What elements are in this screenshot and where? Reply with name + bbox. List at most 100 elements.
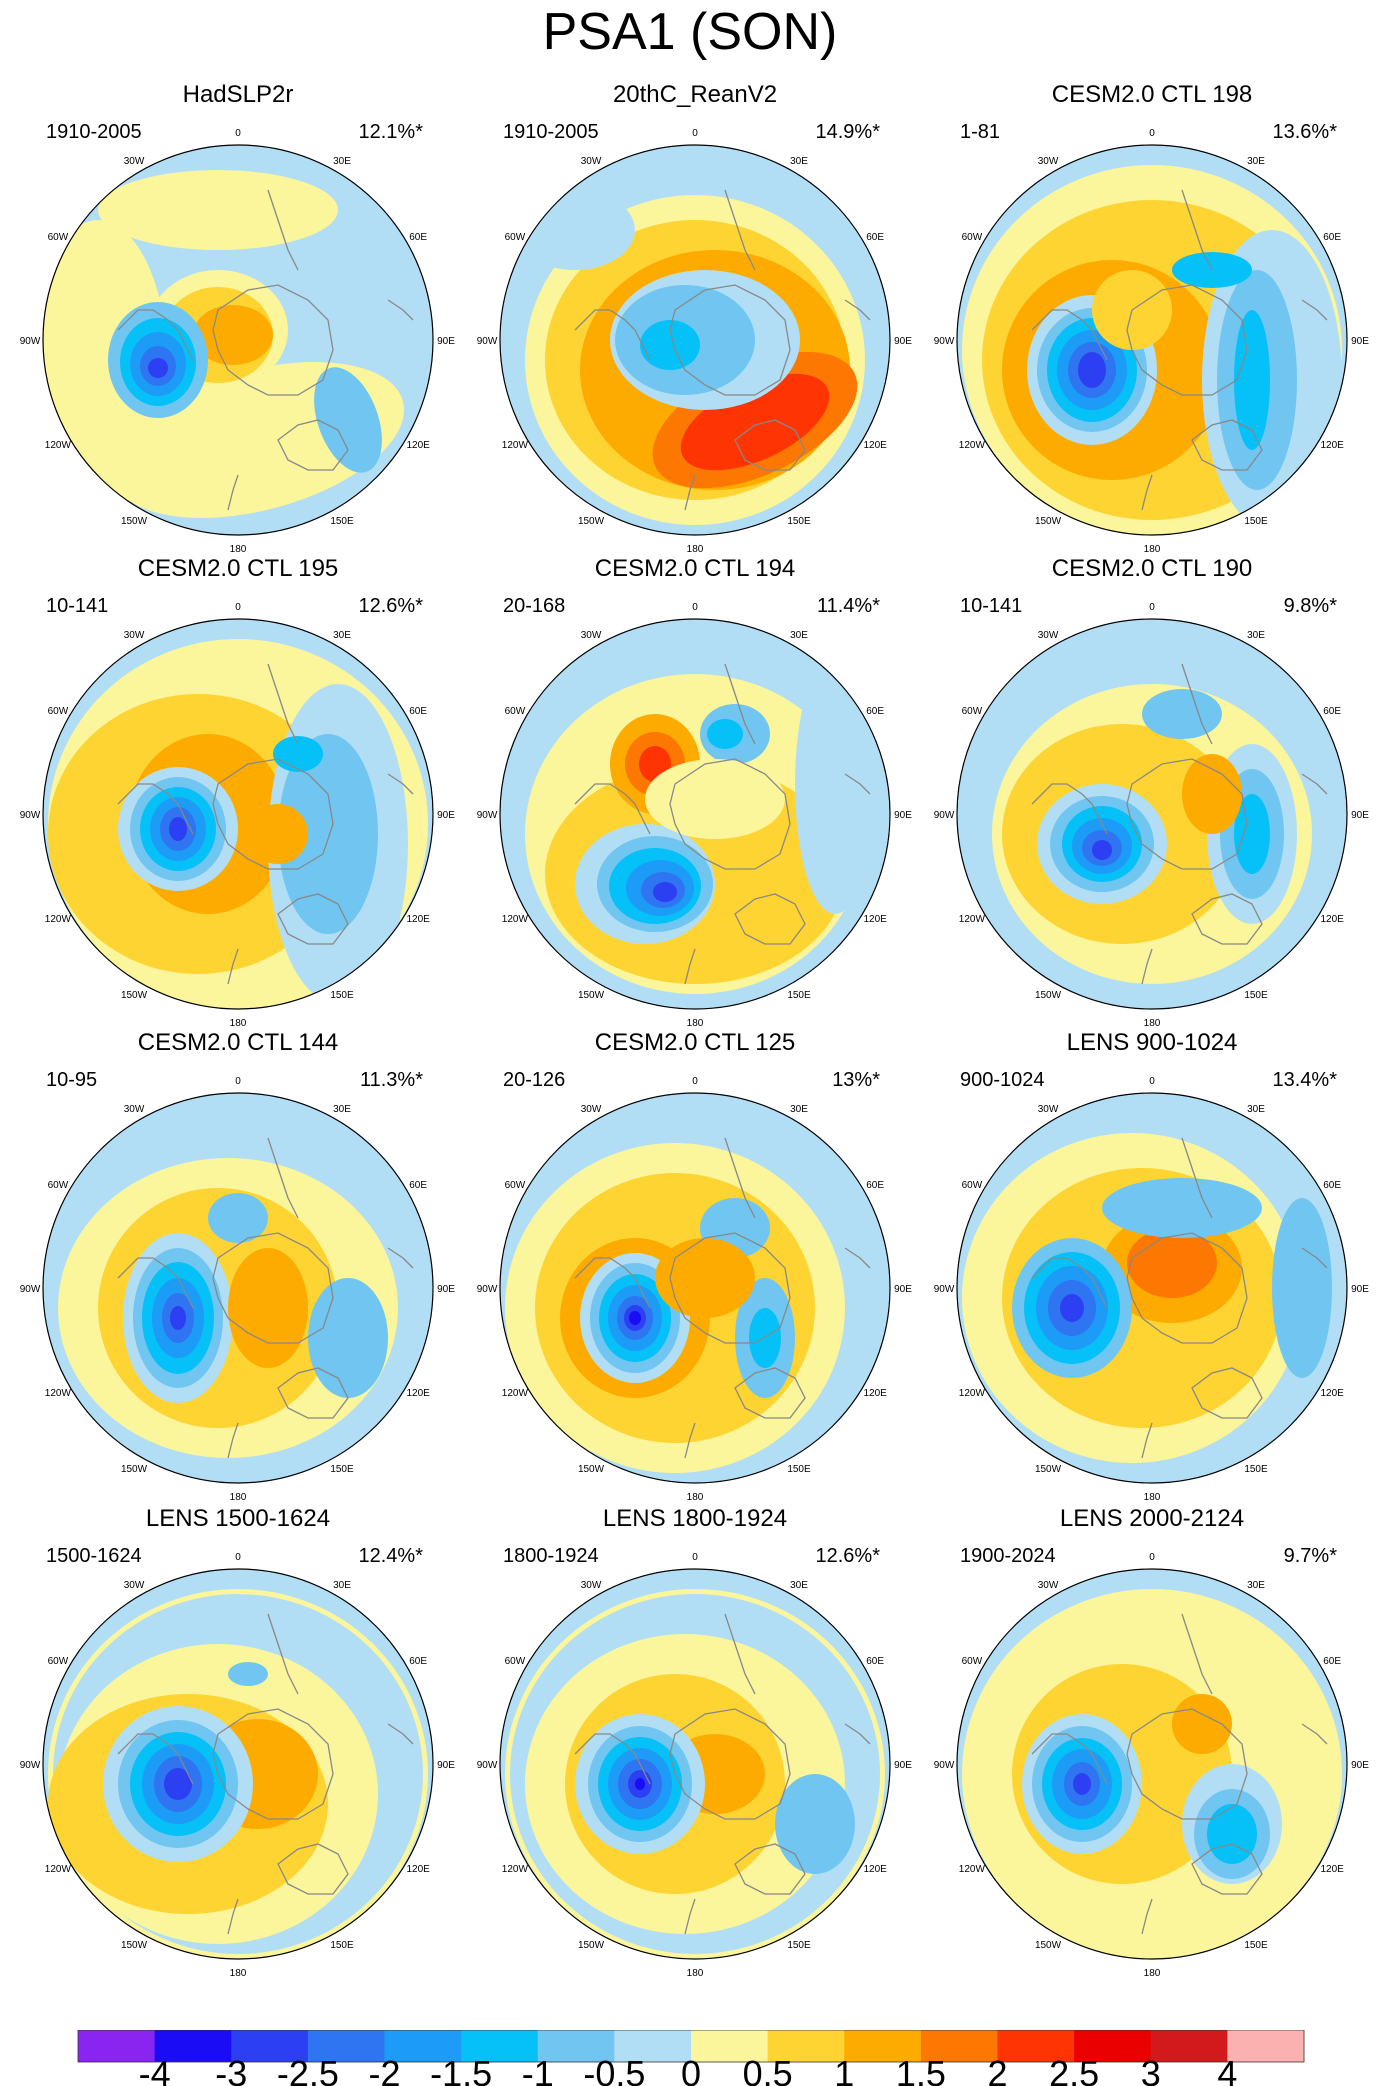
longitude-label: 120W (959, 1864, 986, 1875)
colorbar-swatch (1074, 2030, 1152, 2062)
anomaly-contour (1234, 794, 1270, 874)
longitude-label: 150E (1244, 516, 1268, 527)
panel-title: LENS 2000-2124 (1059, 1505, 1245, 1532)
colorbar-swatch (231, 2030, 309, 2062)
longitude-label: 120E (406, 440, 430, 451)
colorbar-tick-label: -4 (139, 2053, 171, 2086)
longitude-label: 150W (121, 1940, 148, 1951)
longitude-label: 150E (1244, 1464, 1268, 1475)
colorbar: -4 -3 -2.5 -2 -1.5 -1 -0.5 0 0.5 1 1.5 2 2.5 3 4 (77, 2030, 1305, 2086)
coastline (684, 1898, 696, 1935)
anomaly-contour (1092, 840, 1112, 860)
colorbar-tick-label: 2.5 (1049, 2053, 1099, 2086)
coastline (1181, 1137, 1213, 1219)
longitude-label: 30W (581, 156, 602, 167)
map-boundary (956, 144, 1348, 536)
coastline (1126, 758, 1248, 870)
colorbar-tick-label: -1.5 (430, 2053, 492, 2086)
map-panel: LENS 1500-1624 1500-1624 12.4%* 0 30E 60E 90E 1… (8, 1500, 468, 1980)
anomaly-contour (640, 320, 700, 370)
map-panel: CESM2.0 CTL 198 1-81 13.6%* 0 30E 60E 90E 120E 1… (922, 76, 1380, 556)
longitude-label: 180 (1144, 544, 1161, 555)
panel-title: LENS 1500-1624 (145, 1505, 331, 1532)
longitude-label: 30E (790, 156, 808, 167)
longitude-label: 60E (409, 1656, 427, 1667)
coastline (844, 299, 871, 321)
longitude-label: 120W (959, 440, 986, 451)
longitude-label: 90E (437, 1284, 455, 1295)
coastline (1191, 1843, 1263, 1895)
anomaly-contour (278, 734, 378, 934)
panel-title: 20thC_ReanV2 (612, 81, 778, 108)
coastline (267, 189, 299, 271)
anomaly-contour (749, 1308, 781, 1368)
coastline (1141, 474, 1153, 511)
panel-variance: 13%* (832, 1069, 880, 1091)
longitude-label: 120W (959, 914, 986, 925)
longitude-label: 180 (687, 1492, 704, 1503)
longitude-label: 180 (230, 1018, 247, 1029)
map-panel: CESM2.0 CTL 144 10-95 11.3%* 0 30E 60E 90E 120E… (8, 1024, 468, 1504)
longitude-label: 150W (1035, 990, 1062, 1001)
longitude-label: 0 (235, 602, 241, 613)
panel-variance: 12.6%* (815, 1545, 881, 1567)
colorbar-swatch (461, 2030, 539, 2062)
map-boundary (956, 618, 1348, 1010)
figure-title: PSA1 (SON) (542, 3, 838, 61)
anomaly-contour (98, 170, 338, 250)
longitude-label: 120W (45, 1388, 72, 1399)
colorbar-swatch (614, 2030, 692, 2062)
longitude-label: 30W (124, 1104, 145, 1115)
colorbar-swatch (920, 2030, 998, 2062)
longitude-label: 60W (48, 706, 69, 717)
coastline (574, 783, 651, 835)
panel-title: LENS 900-1024 (1066, 1029, 1238, 1056)
anomaly-contour (169, 817, 187, 841)
longitude-label: 30W (581, 1580, 602, 1591)
longitude-label: 180 (687, 1018, 704, 1029)
map-boundary (42, 144, 434, 536)
coastline (227, 948, 239, 985)
polar-map: 0 30E 60E 90E 120E 150E 180 150W 120W 90W 60W 30W (934, 602, 1370, 1029)
longitude-label: 90W (20, 1284, 41, 1295)
longitude-label: 30E (333, 1104, 351, 1115)
panel-title: CESM2.0 CTL 195 (137, 555, 339, 582)
longitude-label: 150E (330, 516, 354, 527)
longitude-label: 30W (1038, 156, 1059, 167)
anomaly-contour (635, 1778, 645, 1790)
longitude-label: 120E (1320, 440, 1344, 451)
coastline (1301, 773, 1328, 795)
longitude-label: 120W (502, 1864, 529, 1875)
panel-period: 1800-1924 (503, 1545, 599, 1567)
coastline (1031, 1733, 1108, 1785)
panel-period: 1500-1624 (46, 1545, 142, 1567)
coastline (1141, 1898, 1153, 1935)
colorbar-swatch (537, 2030, 615, 2062)
map-boundary (499, 1568, 891, 1960)
anomaly-contour (170, 1306, 186, 1330)
panel-title: CESM2.0 CTL 194 (594, 555, 796, 582)
longitude-label: 0 (235, 128, 241, 139)
coastline (267, 663, 299, 745)
longitude-label: 90W (934, 336, 955, 347)
colorbar-tick-label: 4 (1217, 2053, 1237, 2086)
longitude-label: 60W (48, 1180, 69, 1191)
longitude-label: 90E (437, 1760, 455, 1771)
longitude-label: 0 (1149, 1076, 1155, 1087)
longitude-label: 150W (121, 516, 148, 527)
panel-variance: 14.9%* (815, 121, 881, 143)
anomaly-contour (795, 654, 875, 914)
panel-period: 10-95 (46, 1069, 98, 1091)
coastline (734, 419, 806, 471)
colorbar-swatch (767, 2030, 845, 2062)
map-panel: LENS 900-1024 900-1024 13.4%* 0 30E 60E 90E 120… (922, 1024, 1380, 1504)
longitude-label: 180 (687, 1968, 704, 1979)
anomaly-contour (655, 1238, 755, 1318)
coastline (267, 1613, 299, 1695)
polar-map: 0 30E 60E 90E 120E 150E 180 150W 120W 90W 60W 30W (20, 602, 456, 1029)
longitude-label: 90E (437, 336, 455, 347)
longitude-label: 120E (1320, 1388, 1344, 1399)
longitude-label: 30E (1247, 1580, 1265, 1591)
anomaly-contour (515, 190, 635, 270)
anomaly-contour (308, 1278, 388, 1398)
